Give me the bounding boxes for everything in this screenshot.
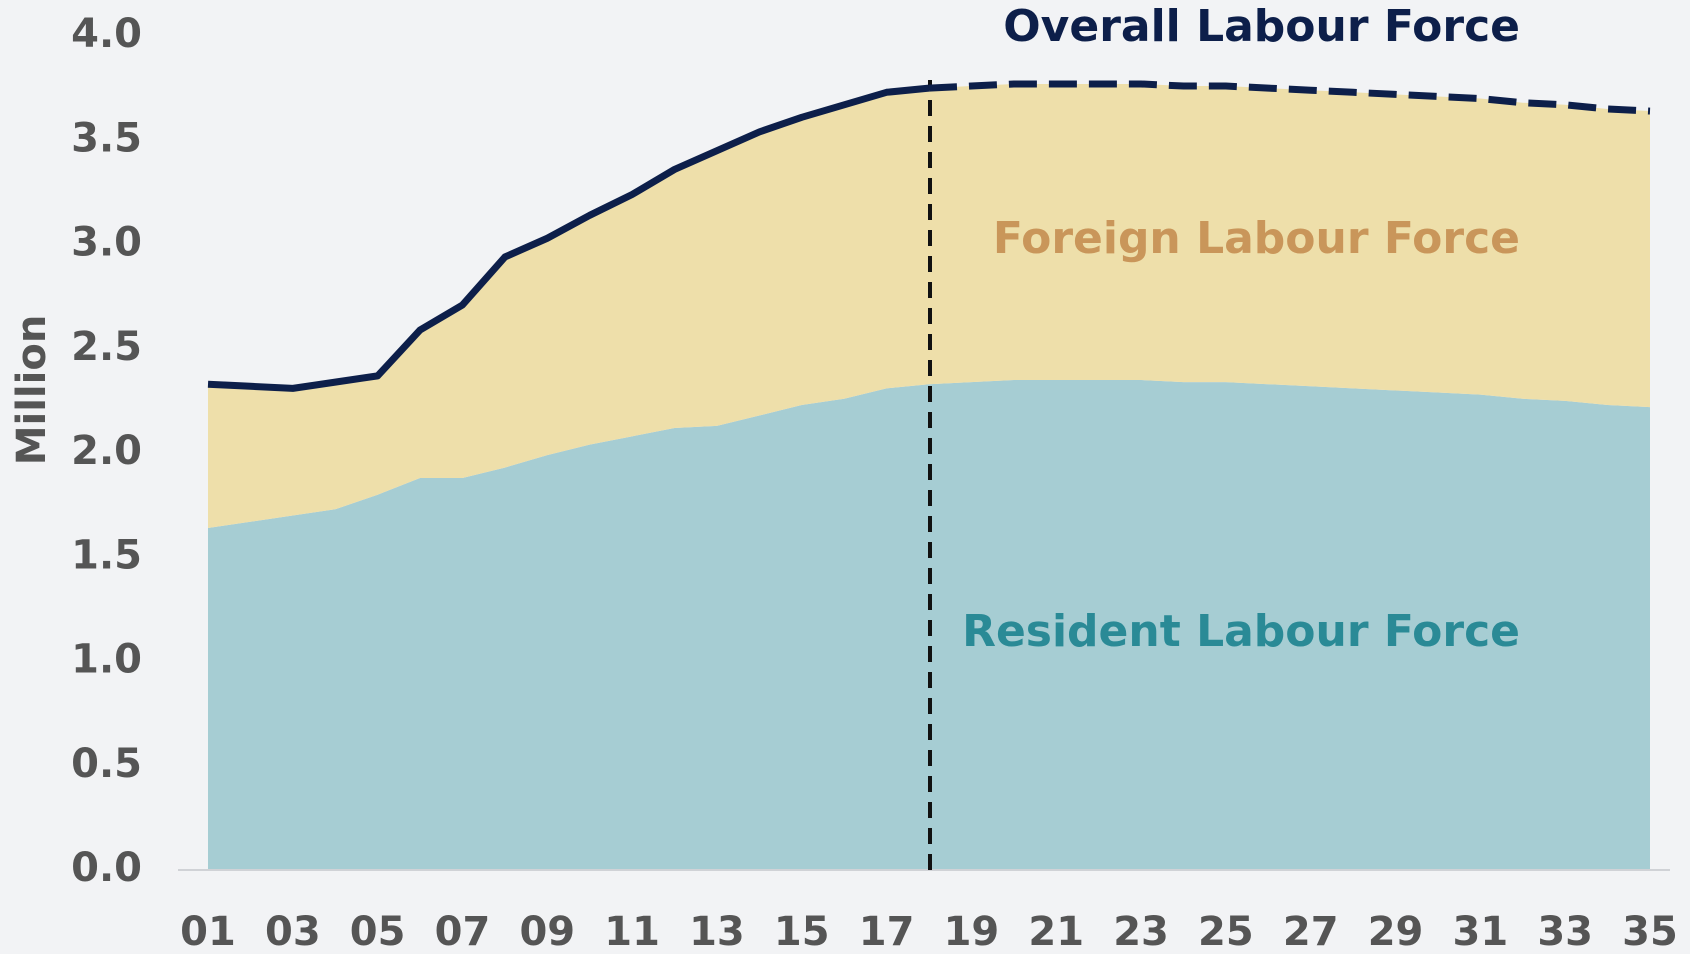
x-tick-label: 11 [604,909,660,954]
x-tick-label: 31 [1453,909,1509,954]
y-axis-label: Million [9,315,55,466]
x-tick-label: 15 [774,909,830,954]
x-tick-label: 03 [265,909,321,954]
x-tick-label: 33 [1537,909,1593,954]
y-tick-label: 1.0 [71,637,142,683]
x-tick-label: 19 [944,909,1000,954]
y-tick-label: 0.0 [71,845,142,891]
y-tick-label: 3.0 [71,220,142,266]
line-actual [207,84,930,392]
line-forecast [928,80,1651,115]
x-tick-label: 13 [689,909,745,954]
y-tick-label: 1.5 [71,532,142,578]
x-tick-label: 05 [350,909,406,954]
y-tick-label: 0.5 [71,741,142,787]
x-tick-label: 17 [859,909,915,954]
x-tick-label: 27 [1283,909,1339,954]
y-tick-label: 3.5 [71,115,142,161]
x-tick-label: 07 [435,909,491,954]
area [208,83,1650,529]
x-tick-label: 23 [1113,909,1169,954]
y-tick-label: 2.5 [71,324,142,370]
x-tick-label: 29 [1368,909,1424,954]
y-tick-label: 2.0 [71,428,142,474]
series-label: Overall Labour Force [1003,1,1520,52]
x-tick-label: 35 [1622,909,1678,954]
series-label: Foreign Labour Force [993,213,1520,264]
x-tick-label: 01 [180,909,236,954]
x-tick-label: 21 [1028,909,1084,954]
x-tick-label: 25 [1198,909,1254,954]
y-tick-label: 4.0 [71,11,142,57]
series-label: Resident Labour Force [962,606,1520,657]
x-tick-label: 09 [519,909,575,954]
